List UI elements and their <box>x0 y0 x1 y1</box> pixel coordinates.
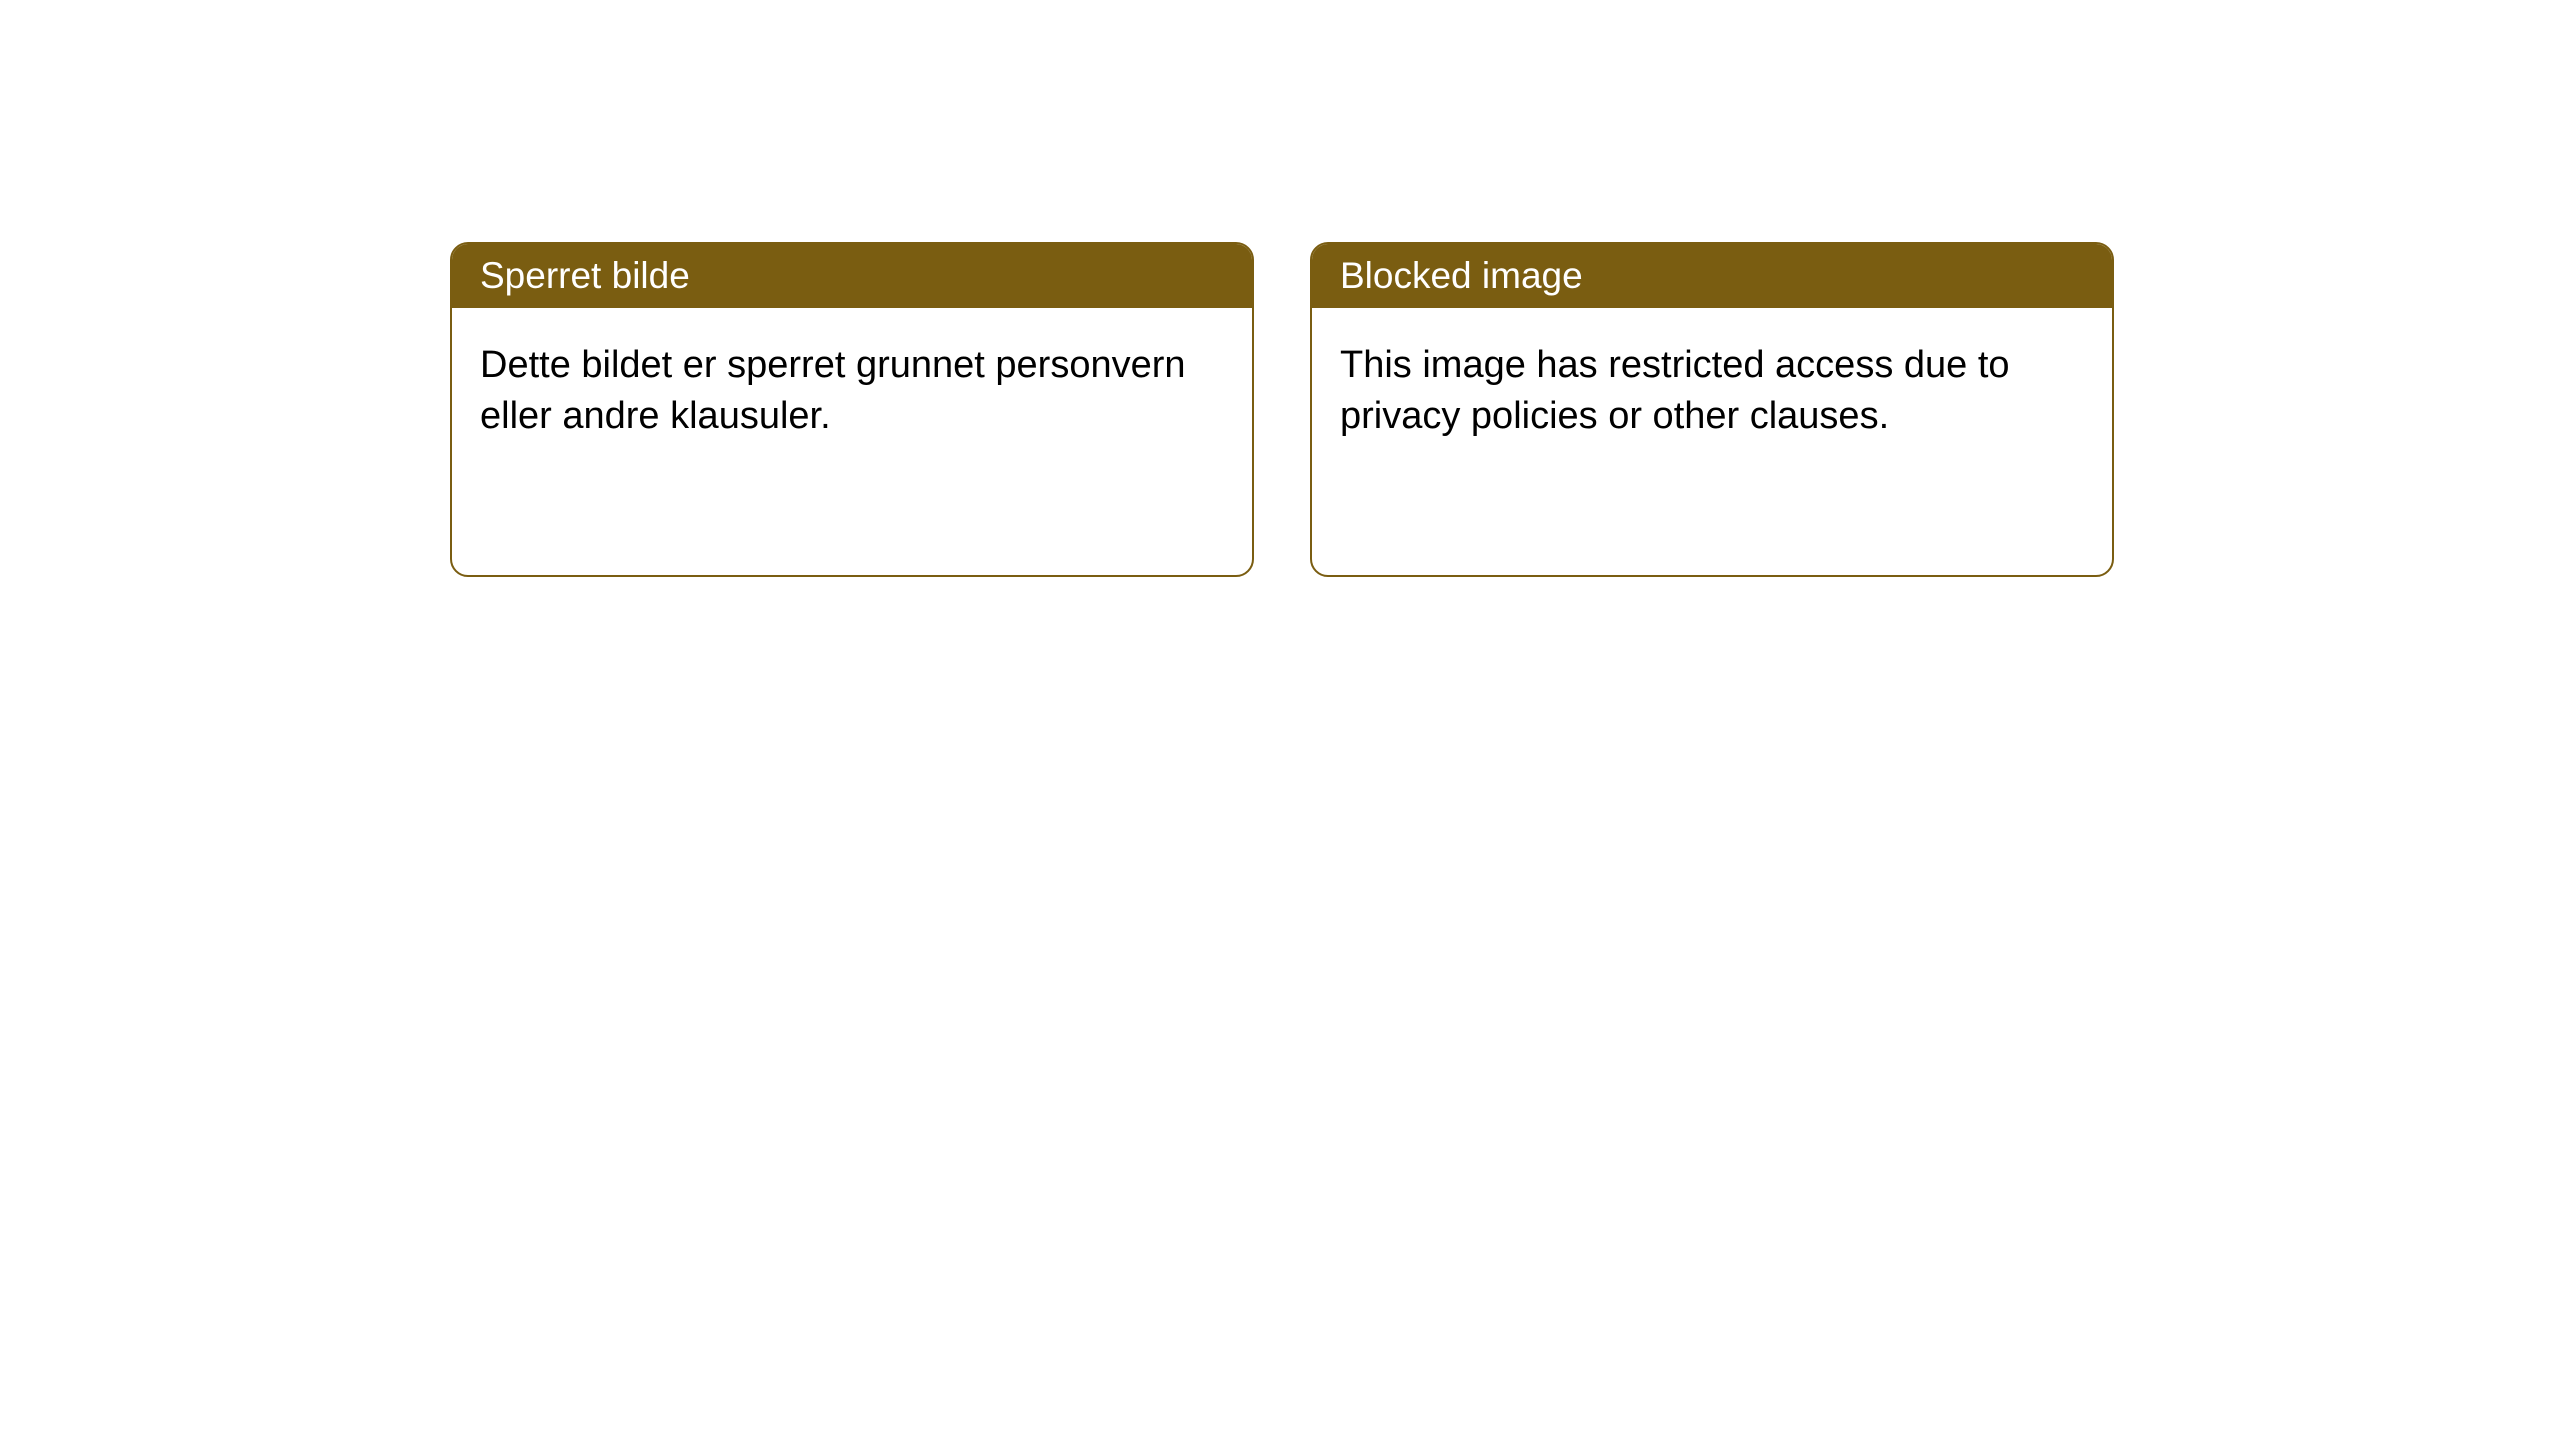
notice-body-text-norwegian: Dette bildet er sperret grunnet personve… <box>480 344 1186 437</box>
notice-card-body-norwegian: Dette bildet er sperret grunnet personve… <box>452 308 1252 475</box>
notice-cards-container: Sperret bilde Dette bildet er sperret gr… <box>450 242 2114 577</box>
notice-card-header-norwegian: Sperret bilde <box>452 244 1252 308</box>
notice-card-header-english: Blocked image <box>1312 244 2112 308</box>
notice-title-english: Blocked image <box>1340 255 1583 296</box>
notice-title-norwegian: Sperret bilde <box>480 255 690 296</box>
notice-card-english: Blocked image This image has restricted … <box>1310 242 2114 577</box>
notice-body-text-english: This image has restricted access due to … <box>1340 344 2010 437</box>
notice-card-norwegian: Sperret bilde Dette bildet er sperret gr… <box>450 242 1254 577</box>
notice-card-body-english: This image has restricted access due to … <box>1312 308 2112 475</box>
